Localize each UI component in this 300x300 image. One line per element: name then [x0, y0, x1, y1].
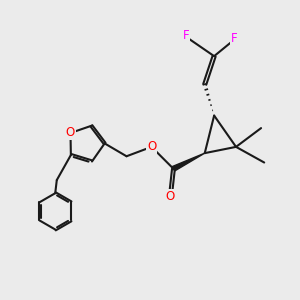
Text: O: O — [166, 190, 175, 203]
Text: F: F — [231, 32, 238, 45]
Text: F: F — [183, 29, 189, 42]
Polygon shape — [172, 153, 205, 171]
Text: O: O — [66, 127, 75, 140]
Text: O: O — [147, 140, 156, 153]
